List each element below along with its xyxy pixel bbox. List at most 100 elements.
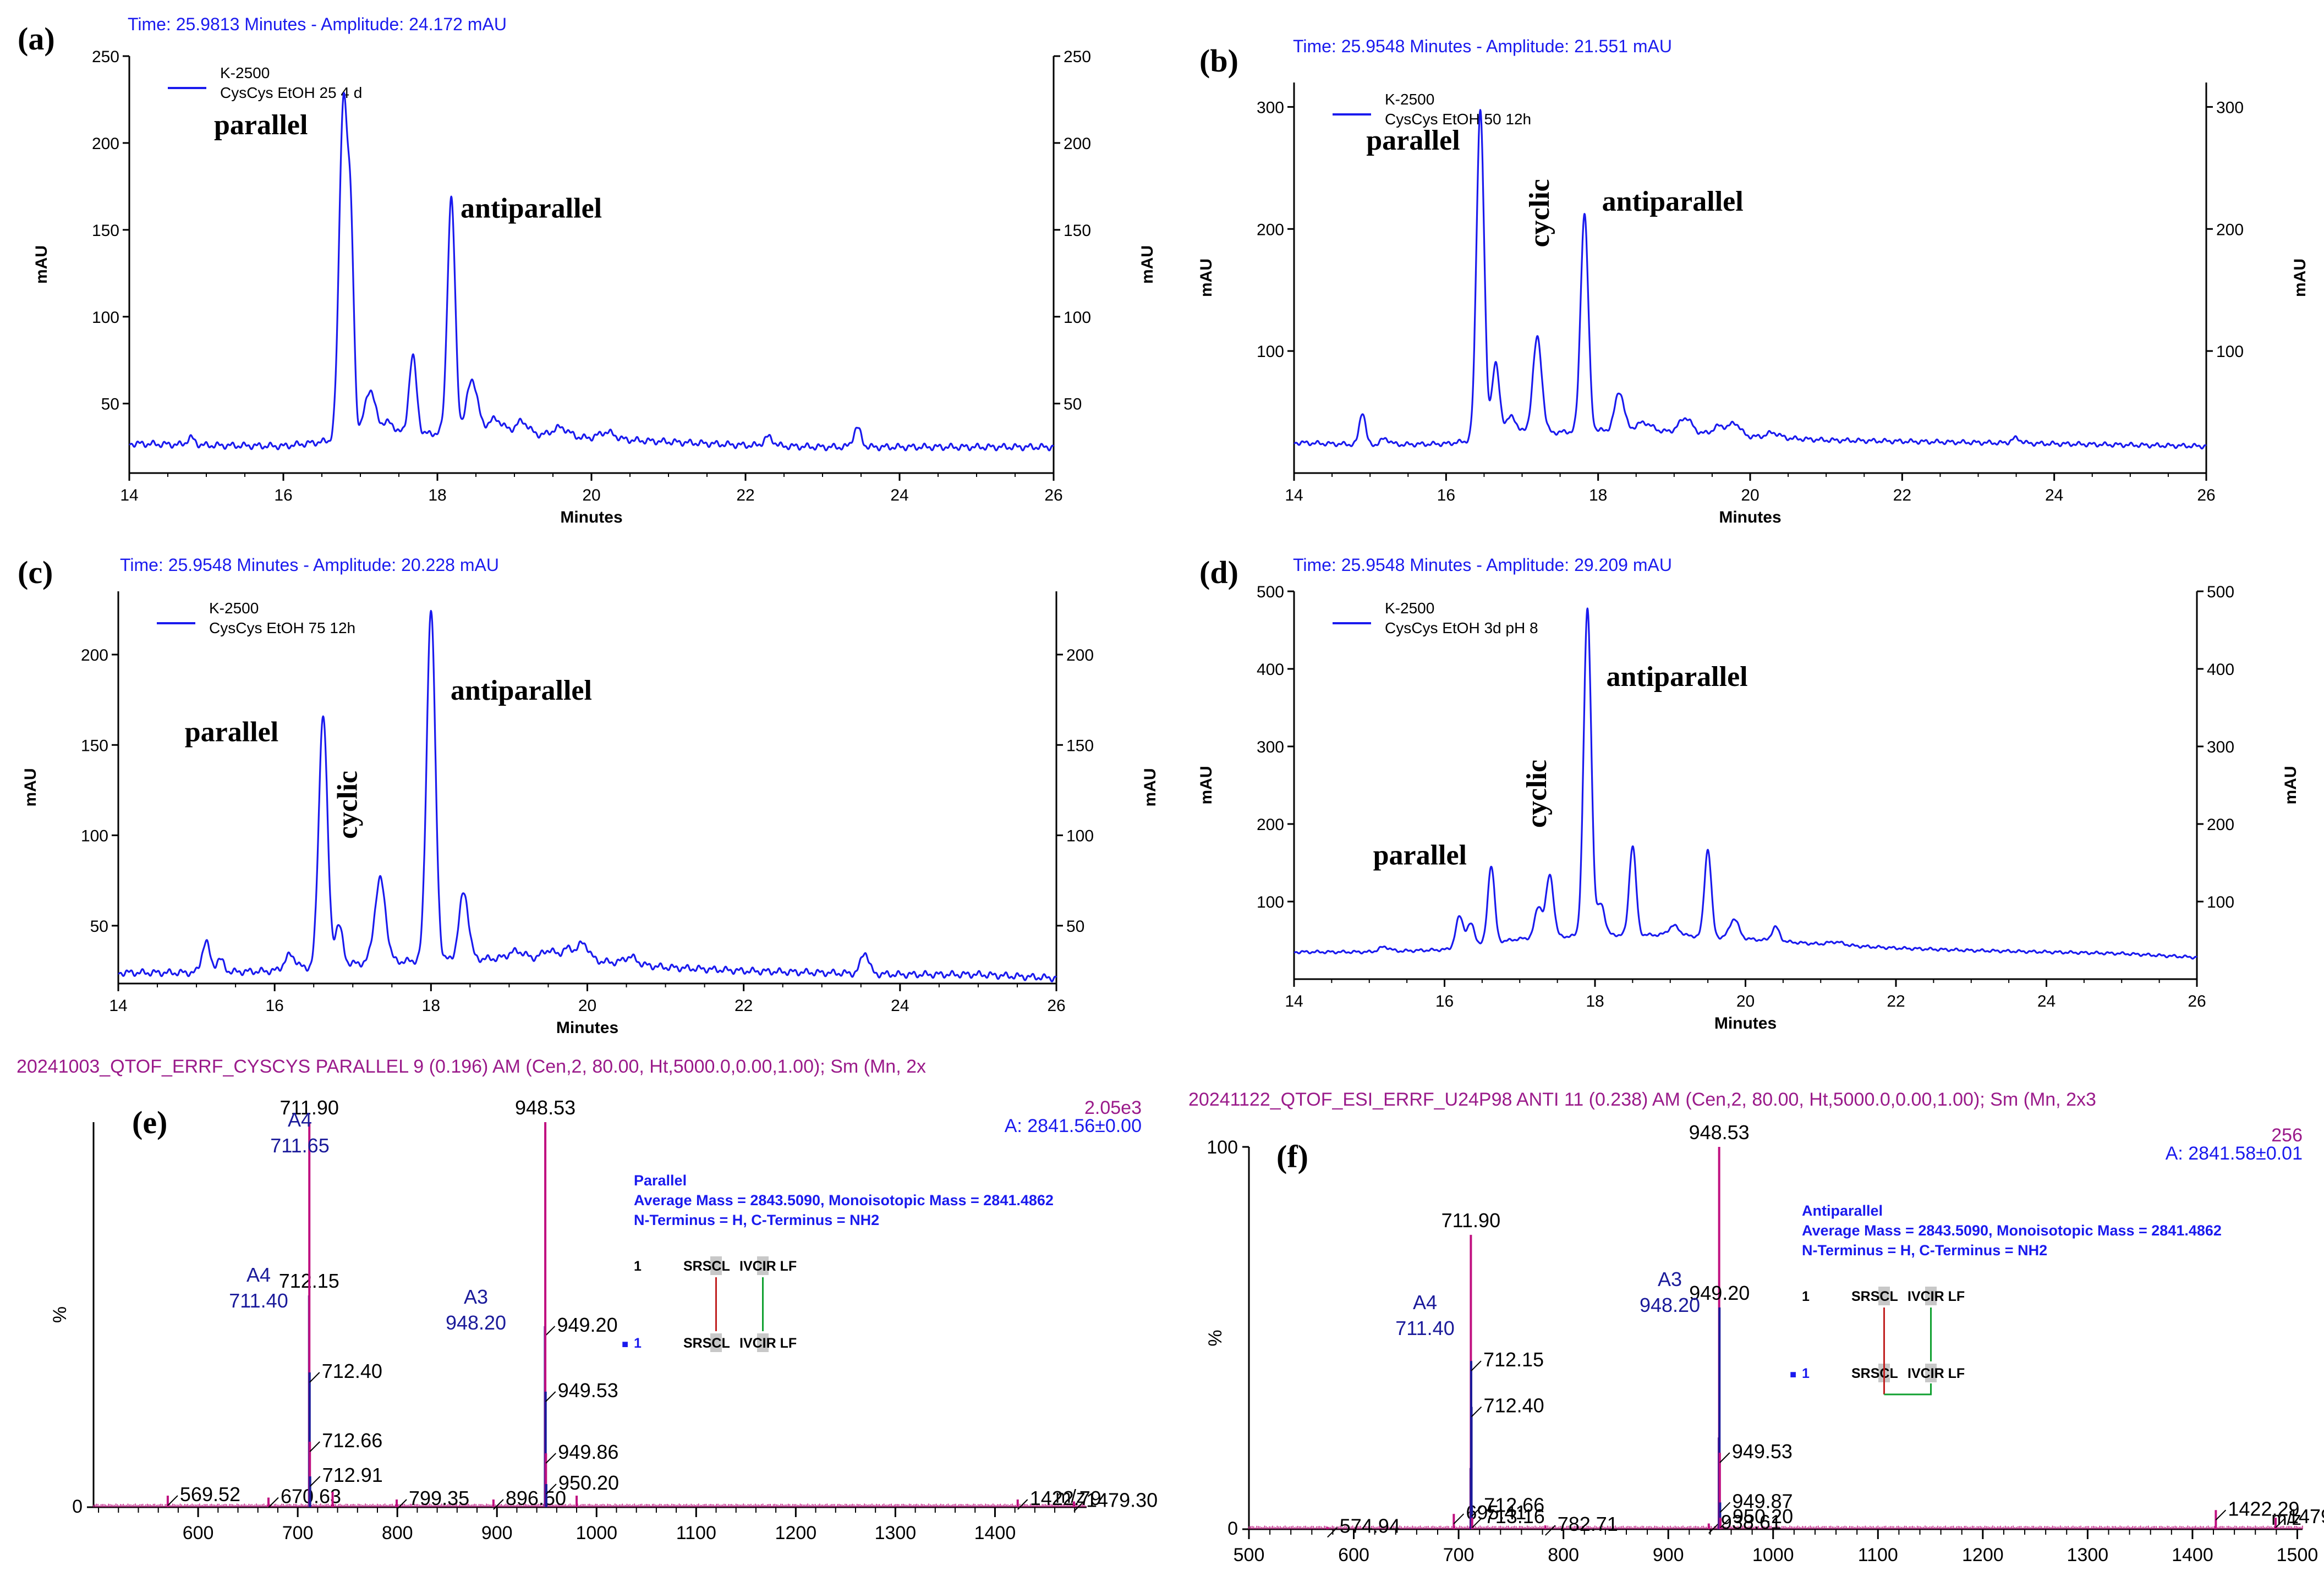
x-tick-label: 1300 [2067, 1545, 2109, 1565]
peak-label-leader [1327, 1526, 1338, 1538]
legend-label: CysCys EtOH 75 12h [209, 619, 355, 636]
y-tick-label-right: 100 [1066, 827, 1094, 845]
peak-label-leader [167, 1495, 178, 1506]
x-tick-label: 20 [582, 486, 600, 504]
x-tick-label: 14 [1285, 486, 1303, 504]
chromatogram-trace [129, 92, 1054, 452]
y-axis-label-right: mAU [1141, 768, 1159, 806]
y-axis-label: % [50, 1306, 70, 1323]
x-tick-label: 800 [382, 1523, 413, 1543]
y-tick-label-right: 300 [2207, 738, 2234, 756]
y-tick-label-left: 150 [92, 222, 119, 240]
x-tick-label: 22 [736, 486, 754, 504]
peak-label: 1479.30 [2288, 1505, 2324, 1528]
ion-value: 711.40 [229, 1289, 288, 1312]
peak-label-leader [396, 1499, 407, 1510]
x-tick-label: 24 [2045, 486, 2063, 504]
y-axis-label-left: mAU [32, 245, 51, 284]
chromatogram-trace [1293, 607, 2197, 960]
legend-label: CysCys EtOH 25 4 d [220, 84, 362, 101]
peptide-termini: N-Terminus = H, C-Terminus = NH2 [634, 1212, 879, 1228]
y-zero-label: 0 [1227, 1518, 1238, 1539]
ms-header: 20241122_QTOF_ESI_ERRF_U24P98 ANTI 11 (0… [1188, 1089, 2096, 1110]
panel-label: (f) [1276, 1139, 1308, 1174]
chain2-left: SRSCL [683, 1336, 730, 1351]
x-tick-label: 18 [422, 997, 440, 1015]
chromatogram-header: Time: 25.9548 Minutes - Amplitude: 20.22… [120, 555, 499, 575]
peak-label-leader [1073, 1501, 1084, 1512]
y-tick-label-left: 200 [92, 135, 119, 153]
cys-highlight [710, 1256, 722, 1275]
peak-label-leader [1720, 1517, 1731, 1528]
x-tick-label: 1200 [775, 1523, 817, 1543]
peak-label-leader [545, 1391, 556, 1402]
panel-label: (c) [18, 554, 53, 590]
peak-label: 712.15 [1483, 1348, 1544, 1371]
x-axis-label: Minutes [556, 1019, 618, 1037]
peak-label: 712.66 [1484, 1493, 1544, 1516]
peak-label: 574.94 [1340, 1515, 1400, 1537]
ion-value: 711.65 [270, 1134, 329, 1157]
y-tick-label-left: 200 [81, 646, 108, 664]
peak-label: 782.71 [1558, 1513, 1618, 1535]
legend-label: CysCys EtOH 3d pH 8 [1385, 619, 1538, 636]
y-axis-label-left: mAU [1197, 259, 1215, 297]
ion-label: A4 [1413, 1291, 1437, 1314]
y-tick-label-left: 150 [81, 737, 108, 755]
panel-label: (b) [1199, 43, 1238, 79]
chromatogram-panel-b: (b) Time: 25.9548 Minutes - Amplitude: 21… [1197, 36, 2309, 526]
legend-label: CysCys EtOH 50 12h [1385, 111, 1531, 128]
peak-label: 713.16 [1484, 1505, 1545, 1528]
x-tick-label: 800 [1548, 1545, 1579, 1565]
x-tick-label: 26 [2197, 486, 2215, 504]
x-tick-label: 1400 [2172, 1545, 2213, 1565]
y-tick-label-left: 250 [92, 48, 119, 66]
y-tick-label-left: 50 [101, 396, 119, 414]
x-tick-label: 24 [890, 486, 908, 504]
x-tick-label: 600 [183, 1523, 214, 1543]
ion-label: A4 [246, 1264, 271, 1286]
peptide-name: Parallel [634, 1172, 687, 1189]
peak-annotation-antiparallel: antiparallel [1602, 186, 1744, 217]
peak-label-leader [1471, 1517, 1483, 1528]
peak-label: 949.20 [1689, 1282, 1750, 1304]
y-tick-label-right: 50 [1064, 396, 1082, 414]
peak-label-leader [1708, 1523, 1719, 1534]
intensity-label: 2.05e3 [1084, 1097, 1142, 1118]
cys-highlight [710, 1333, 722, 1352]
peak-label-leader [1471, 1360, 1482, 1371]
y-axis-label-right: mAU [2291, 259, 2309, 297]
y-tick-label-right: 200 [2216, 221, 2244, 239]
x-tick-label: 24 [2037, 992, 2056, 1010]
chain2-number: 1 [634, 1336, 642, 1351]
chromatogram-header: Time: 25.9548 Minutes - Amplitude: 29.20… [1293, 555, 1672, 575]
x-tick-label: 1500 [2277, 1545, 2318, 1565]
peak-label-leader [493, 1499, 504, 1510]
peak-label-leader [546, 1484, 557, 1495]
y-tick-label-right: 300 [2216, 98, 2244, 117]
peak-label-leader [1719, 1502, 1731, 1513]
y-tick-label-left: 100 [92, 309, 119, 327]
peak-annotation-antiparallel: antiparallel [461, 193, 602, 224]
ion-label: A3 [1658, 1268, 1682, 1290]
x-tick-label: 26 [1047, 997, 1065, 1015]
peak-label-leader [2215, 1509, 2227, 1520]
legend-title: K-2500 [209, 600, 259, 617]
peak-label-leader [544, 1326, 556, 1337]
chain2-right: IVCIR LF [739, 1336, 797, 1351]
chain2-marker: ■ [1790, 1369, 1796, 1381]
ms-header: 20241003_QTOF_ERRF_CYSCYS PARALLEL 9 (0.… [17, 1056, 926, 1077]
peak-annotation-cyclic: cyclic [1521, 760, 1553, 828]
chromatogram-header: Time: 25.9813 Minutes - Amplitude: 24.17… [128, 14, 507, 34]
x-tick-label: 1100 [676, 1523, 716, 1543]
y-tick-label-right: 500 [2207, 583, 2234, 601]
chain1-number: 1 [634, 1259, 642, 1274]
x-tick-label: 16 [1437, 486, 1455, 504]
peak-annotation-cyclic: cyclic [332, 771, 363, 839]
peptide-name: Antiparallel [1802, 1202, 1883, 1219]
peak-label-leader [309, 1441, 320, 1452]
y-tick-label-left: 500 [1257, 583, 1284, 601]
peak-label: 949.86 [558, 1441, 618, 1463]
peak-label-leader [545, 1453, 557, 1464]
peak-label: 950.20 [1733, 1505, 1793, 1528]
